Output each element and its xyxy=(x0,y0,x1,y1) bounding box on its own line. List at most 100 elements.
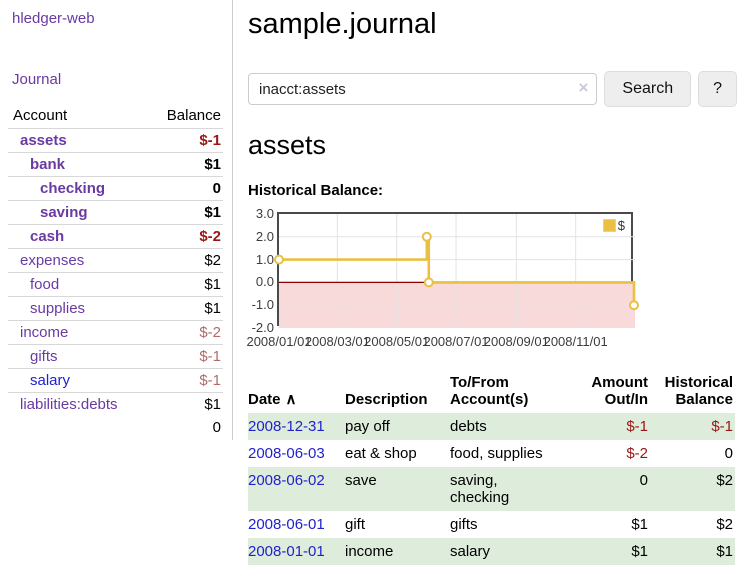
help-button[interactable]: ? xyxy=(698,71,737,107)
transaction-accounts: debts xyxy=(450,418,487,435)
register-row[interactable]: 2008-06-01 gift gifts $1 $2 xyxy=(248,511,735,538)
transaction-date-link[interactable]: 2008-01-01 xyxy=(248,543,325,560)
account-heading: assets xyxy=(248,130,327,160)
transaction-description: pay off xyxy=(345,418,390,435)
transaction-date-link: 2008-12-31 xyxy=(248,413,345,440)
y-tick-label: 3.0 xyxy=(255,206,274,221)
transaction-amount: $1 xyxy=(631,516,648,533)
y-tick-label: -1.0 xyxy=(251,297,274,313)
transaction-date-link[interactable]: 2008-06-02 xyxy=(248,472,325,489)
transaction-balance: $1 xyxy=(716,543,733,560)
y-tick-label: 1.0 xyxy=(255,251,274,267)
search-form: × Search ? xyxy=(248,71,737,107)
y-tick-label: 0.0 xyxy=(255,274,274,290)
account-link[interactable]: gifts xyxy=(30,348,58,365)
transaction-date-link[interactable]: 2008-12-31 xyxy=(248,418,325,435)
account-link[interactable]: cash xyxy=(30,228,65,245)
account-link[interactable]: income xyxy=(20,324,69,341)
account-cell: food xyxy=(8,272,147,297)
account-balance: $1 xyxy=(146,296,223,321)
account-link[interactable]: saving xyxy=(40,204,88,221)
transaction-description: eat & shop xyxy=(345,445,417,462)
account-cell: liabilities:debts xyxy=(8,392,147,416)
x-tick-label: 2008/09/01 xyxy=(483,334,549,349)
account-row: income $-2 xyxy=(8,320,223,345)
y-tick-label: 2.0 xyxy=(255,228,274,244)
transaction-description: gift xyxy=(345,516,366,533)
x-tick-label: 2008/07/01 xyxy=(423,334,489,349)
balance-chart-svg xyxy=(274,214,639,328)
register-header-description[interactable]: Description xyxy=(345,391,428,408)
register-row[interactable]: 2008-06-02 save saving, checking 0 $2 xyxy=(248,467,735,511)
account-balance: $-1 xyxy=(146,368,223,393)
account-balance: $-2 xyxy=(146,224,223,249)
account-cell: bank xyxy=(8,152,147,177)
account-link[interactable]: food xyxy=(30,276,60,293)
search-input[interactable] xyxy=(248,73,598,105)
account-row: assets $-1 xyxy=(8,129,223,153)
sort-asc-icon: ∧ xyxy=(285,391,297,408)
account-row: salary $-1 xyxy=(8,368,223,393)
account-balance: $-2 xyxy=(146,320,223,345)
account-link[interactable]: checking xyxy=(40,180,106,197)
register-header-accounts[interactable]: To/From Account(s) xyxy=(450,374,529,408)
register-row[interactable]: 2008-12-31 pay off debts $-1 $-1 xyxy=(248,413,735,440)
page-title: sample.journal xyxy=(248,8,437,40)
accounts-total-value: 0 xyxy=(212,419,221,436)
app-title[interactable]: hledger-web xyxy=(12,10,95,27)
y-tick-label: -2.0 xyxy=(251,320,274,335)
account-cell: cash xyxy=(8,224,147,249)
account-link[interactable]: liabilities:debts xyxy=(20,396,118,413)
account-balance: $-1 xyxy=(146,344,223,369)
account-link[interactable]: expenses xyxy=(20,252,85,269)
transaction-date-link: 2008-06-03 xyxy=(248,440,345,467)
account-balance: $-1 xyxy=(199,132,221,149)
sidebar-item-journal[interactable]: Journal xyxy=(12,71,62,88)
transaction-accounts: salary xyxy=(450,543,491,560)
account-cell: saving xyxy=(8,200,147,225)
chart-plot-area: $ xyxy=(274,212,639,328)
x-tick-label: 2008/03/01 xyxy=(304,334,370,349)
account-row: supplies $1 xyxy=(8,296,223,321)
transaction-date-link: 2008-01-01 xyxy=(248,538,345,565)
transaction-date-link[interactable]: 2008-06-03 xyxy=(248,445,325,462)
account-balance: $1 xyxy=(146,200,223,225)
accounts-table: Account Balance assets $-1 bank $1 checking 0… xyxy=(8,104,223,439)
transaction-amount: $-1 xyxy=(626,418,648,435)
account-row: food $1 xyxy=(8,272,223,297)
accounts-header-account: Account xyxy=(8,104,147,129)
transaction-balance: 0 xyxy=(724,445,733,462)
transaction-date-link: 2008-06-01 xyxy=(248,511,345,538)
account-cell: salary xyxy=(8,368,147,393)
register-header-balance[interactable]: Historical Balance xyxy=(664,374,733,408)
clear-search-icon[interactable]: × xyxy=(578,78,589,97)
transaction-accounts: food, supplies xyxy=(450,445,543,462)
register-header-date[interactable]: Date ∧ xyxy=(248,371,345,413)
accounts-table-body: assets $-1 bank $1 checking 0 saving $1 cash $-2 e… xyxy=(8,129,223,416)
register-table: Date ∧ Description To/From Account(s) Amo… xyxy=(248,371,735,565)
account-balance: 0 xyxy=(146,176,223,201)
transaction-date-link: 2008-06-02 xyxy=(248,467,345,511)
register-table-body: 2008-12-31 pay off debts $-1 $-1 2008-06-03 ea… xyxy=(248,413,735,565)
date-header-label: Date xyxy=(248,391,281,408)
register-row[interactable]: 2008-01-01 income salary $1 $1 xyxy=(248,538,735,565)
accounts-header-row: Account Balance xyxy=(8,104,223,129)
account-link[interactable]: salary xyxy=(30,372,71,389)
account-row: cash $-2 xyxy=(8,224,223,249)
transaction-date-link[interactable]: 2008-06-01 xyxy=(248,516,325,533)
account-cell: checking xyxy=(8,176,147,201)
account-link[interactable]: assets xyxy=(20,132,67,149)
account-link[interactable]: supplies xyxy=(30,300,86,317)
register-row[interactable]: 2008-06-03 eat & shop food, supplies $-2 0 xyxy=(248,440,735,467)
accounts-total-row: 0 xyxy=(8,416,223,439)
register-header-amount[interactable]: Amount Out/In xyxy=(591,374,648,408)
chart-legend: $ xyxy=(600,217,627,234)
x-tick-label: 2008/05/01 xyxy=(364,334,430,349)
transaction-accounts: gifts xyxy=(450,516,478,533)
account-cell: assets xyxy=(8,129,147,153)
account-row: bank $1 xyxy=(8,152,223,177)
account-link[interactable]: bank xyxy=(30,156,66,173)
account-row: checking 0 xyxy=(8,176,223,201)
transaction-amount: 0 xyxy=(639,472,648,489)
search-button[interactable]: Search xyxy=(604,71,692,107)
